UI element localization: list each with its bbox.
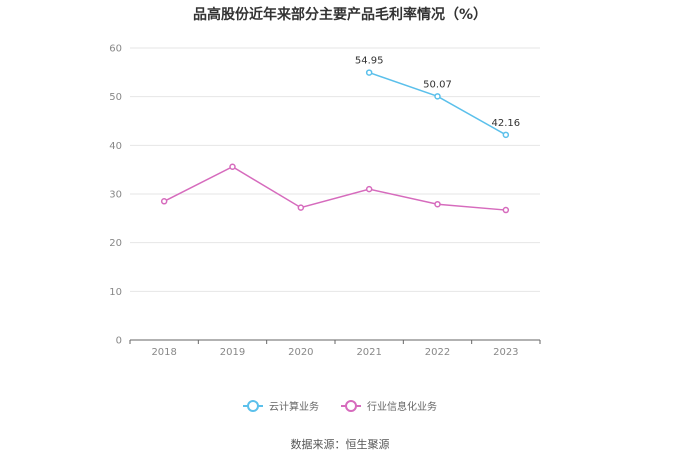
legend-item-cloud[interactable]: 云计算业务 [243,398,319,413]
y-tick-label: 50 [109,92,122,103]
legend-swatch-cloud-icon [243,399,263,412]
data-label: 54.95 [355,56,384,67]
y-tick-label: 30 [109,190,122,201]
x-tick-label: 2022 [425,347,450,358]
x-tick-label: 2019 [220,347,245,358]
y-tick-label: 10 [109,287,122,298]
legend-swatch-industry-icon [341,399,361,412]
chart-title: 品高股份近年来部分主要产品毛利率情况（%） [192,7,488,23]
data-point[interactable] [297,204,305,211]
data-label: 50.07 [423,79,452,90]
data-labels: 54.95 50.07 42.16 [355,56,520,129]
data-point[interactable] [502,131,510,139]
chart-legend: 云计算业务 行业信息化业务 [0,398,680,413]
y-tick-label: 0 [116,336,122,347]
data-point[interactable] [365,69,373,76]
series-line [163,165,506,211]
data-point[interactable] [434,93,441,100]
data-label: 42.16 [492,118,521,129]
x-tick-label: 2023 [493,347,518,358]
data-point[interactable] [229,163,236,170]
y-tick-label: 60 [109,44,122,55]
data-point[interactable] [160,198,168,205]
legend-label-industry: 行业信息化业务 [367,402,437,413]
legend-item-industry[interactable]: 行业信息化业务 [341,398,437,413]
gridlines [130,47,540,292]
x-tick-label: 2021 [356,347,381,358]
data-source-note: 数据来源：恒生聚源 [290,438,390,451]
y-tick-label: 20 [109,238,122,249]
x-tick-label: 2018 [151,347,176,358]
axes: 0 10 20 30 40 50 60 2018 2019 2020 2021 2022 2023 [109,44,541,358]
data-point[interactable] [502,206,510,214]
x-tick-label: 2020 [288,347,313,358]
series-lines [160,69,510,214]
data-point[interactable] [365,185,373,193]
legend-label-cloud: 云计算业务 [269,402,319,413]
y-tick-label: 40 [109,141,122,152]
data-point[interactable] [434,200,441,208]
